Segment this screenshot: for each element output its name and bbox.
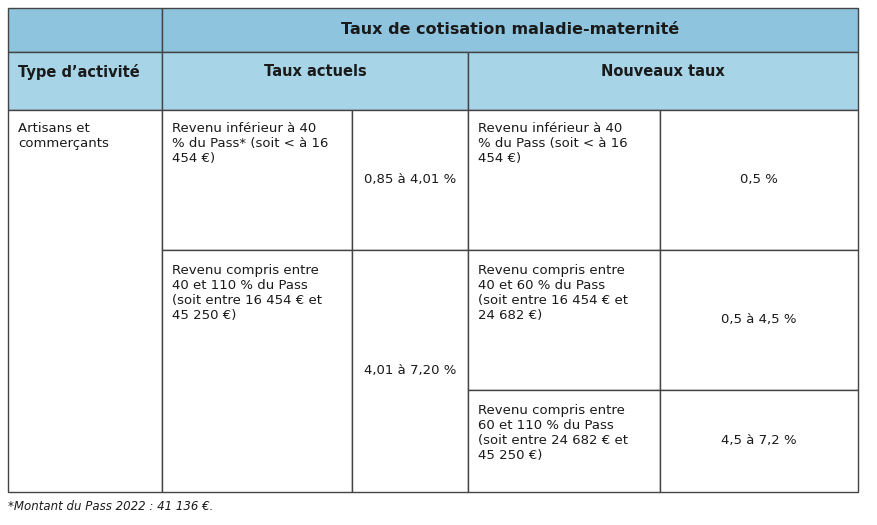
Bar (352, 110, 467, 250)
Bar (660, 110, 857, 250)
Bar (8, 52, 162, 110)
Text: Taux de cotisation maladie-maternité: Taux de cotisation maladie-maternité (340, 22, 678, 37)
Text: Revenu inférieur à 40: Revenu inférieur à 40 (477, 122, 622, 135)
Text: 40 et 110 % du Pass: 40 et 110 % du Pass (172, 279, 308, 292)
Text: Artisans et: Artisans et (18, 122, 89, 135)
Text: Revenu compris entre: Revenu compris entre (477, 404, 624, 417)
Bar (660, 390, 857, 492)
Text: 0,5 à 4,5 %: 0,5 à 4,5 % (720, 313, 795, 326)
Text: 0,5 %: 0,5 % (739, 173, 777, 186)
Text: 45 250 €): 45 250 €) (477, 449, 542, 462)
Text: *Montant du Pass 2022 : 41 136 €.: *Montant du Pass 2022 : 41 136 €. (8, 500, 213, 513)
Text: 45 250 €): 45 250 €) (172, 309, 236, 322)
Bar (162, 52, 467, 110)
Bar (162, 250, 352, 492)
Text: 24 682 €): 24 682 €) (477, 309, 542, 322)
Text: 0,85 à 4,01 %: 0,85 à 4,01 % (363, 173, 456, 186)
Bar (467, 390, 660, 492)
Text: commerçants: commerçants (18, 137, 109, 150)
Text: Type d’activité: Type d’activité (18, 64, 139, 80)
Text: Nouveaux taux: Nouveaux taux (601, 64, 724, 79)
Text: (soit entre 16 454 € et: (soit entre 16 454 € et (172, 294, 322, 307)
Text: 60 et 110 % du Pass: 60 et 110 % du Pass (477, 419, 613, 432)
Text: Revenu compris entre: Revenu compris entre (477, 264, 624, 277)
Bar (467, 110, 660, 250)
Text: Revenu compris entre: Revenu compris entre (172, 264, 318, 277)
Bar (162, 110, 352, 250)
Text: % du Pass (soit < à 16: % du Pass (soit < à 16 (477, 137, 627, 150)
Text: (soit entre 16 454 € et: (soit entre 16 454 € et (477, 294, 627, 307)
Bar (162, 8, 857, 52)
Bar (467, 52, 857, 110)
Bar (8, 110, 162, 492)
Text: 40 et 60 % du Pass: 40 et 60 % du Pass (477, 279, 604, 292)
Text: 454 €): 454 €) (172, 152, 215, 165)
Bar (467, 250, 660, 390)
Text: Taux actuels: Taux actuels (263, 64, 366, 79)
Text: 4,01 à 7,20 %: 4,01 à 7,20 % (363, 364, 456, 377)
Text: % du Pass* (soit < à 16: % du Pass* (soit < à 16 (172, 137, 328, 150)
Bar (8, 8, 162, 52)
Text: 4,5 à 7,2 %: 4,5 à 7,2 % (720, 434, 796, 447)
Text: (soit entre 24 682 € et: (soit entre 24 682 € et (477, 434, 627, 447)
Text: 454 €): 454 €) (477, 152, 521, 165)
Bar (660, 250, 857, 390)
Bar (352, 250, 467, 492)
Text: Revenu inférieur à 40: Revenu inférieur à 40 (172, 122, 316, 135)
